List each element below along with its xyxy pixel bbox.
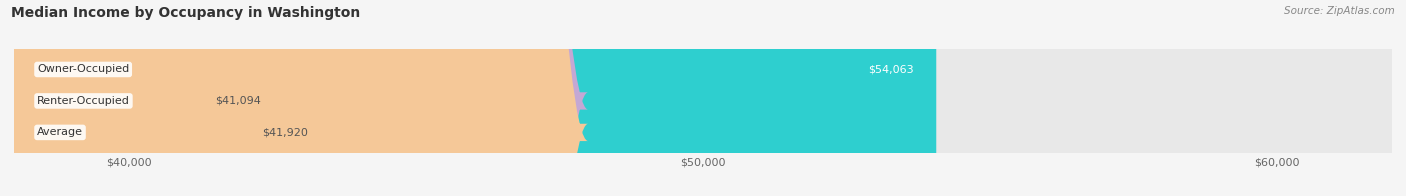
FancyBboxPatch shape xyxy=(14,0,1392,196)
Text: $41,920: $41,920 xyxy=(262,127,308,137)
Text: Average: Average xyxy=(37,127,83,137)
Text: Owner-Occupied: Owner-Occupied xyxy=(37,64,129,74)
Text: Median Income by Occupancy in Washington: Median Income by Occupancy in Washington xyxy=(11,6,360,20)
Text: Source: ZipAtlas.com: Source: ZipAtlas.com xyxy=(1284,6,1395,16)
FancyBboxPatch shape xyxy=(14,0,936,196)
FancyBboxPatch shape xyxy=(0,0,588,196)
FancyBboxPatch shape xyxy=(14,0,1392,196)
Text: $54,063: $54,063 xyxy=(868,64,914,74)
Text: Renter-Occupied: Renter-Occupied xyxy=(37,96,129,106)
Text: $41,094: $41,094 xyxy=(215,96,260,106)
FancyBboxPatch shape xyxy=(14,0,1392,196)
FancyBboxPatch shape xyxy=(0,0,588,196)
